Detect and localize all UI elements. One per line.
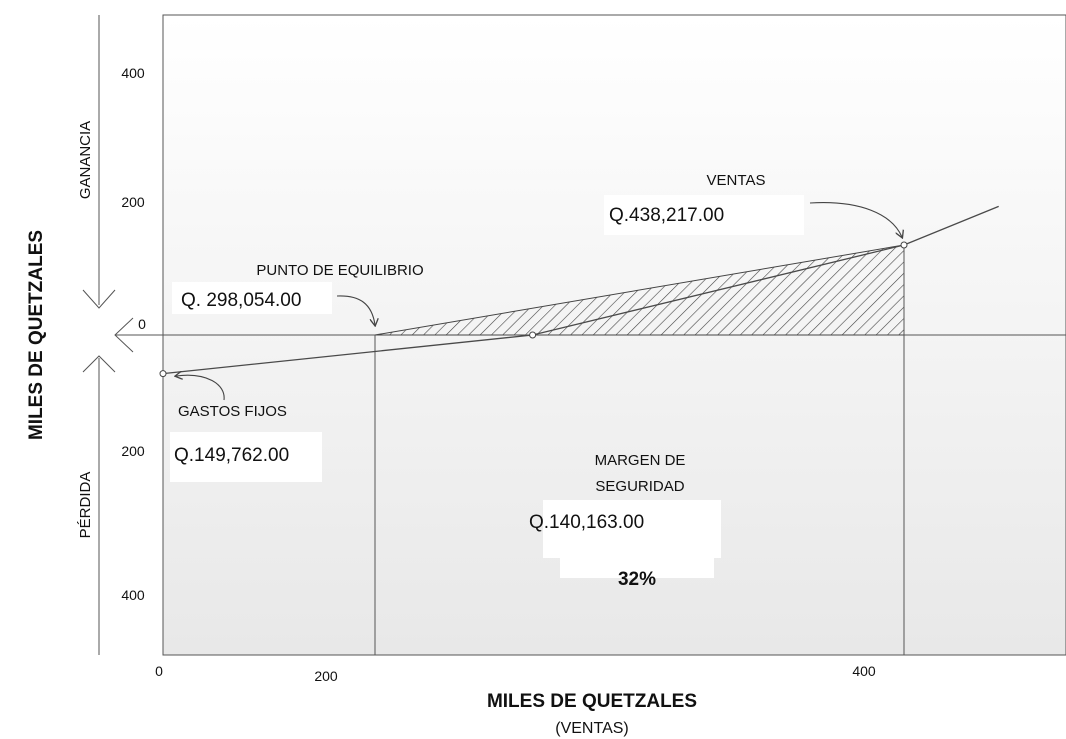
profit-label: GANANCIA bbox=[77, 121, 94, 199]
x-tick-400: 400 bbox=[852, 663, 876, 679]
y-axis-title: MILES DE QUETZALES bbox=[26, 230, 47, 440]
fixed-costs-callout-arrow bbox=[176, 375, 225, 401]
margin-percent: 32% bbox=[618, 569, 656, 590]
sales-value: Q.438,217.00 bbox=[609, 205, 724, 226]
sales-title: VENTAS bbox=[707, 172, 766, 189]
break-even-callout-arrow bbox=[336, 295, 375, 325]
x-axis-title: MILES DE QUETZALES bbox=[487, 691, 697, 712]
fixed-costs-title: GASTOS FIJOS bbox=[178, 403, 287, 420]
margin-value-box bbox=[543, 500, 721, 558]
sales-callout-arrow bbox=[809, 202, 902, 237]
fixed-costs-point bbox=[159, 370, 167, 378]
break-even-value-box bbox=[172, 282, 332, 314]
y-tick-profit-200: 200 bbox=[121, 194, 145, 210]
y-tick-loss-400: 400 bbox=[121, 587, 145, 603]
break-even-value: Q. 298,054.00 bbox=[181, 290, 301, 311]
margin-percent-box bbox=[560, 556, 714, 578]
margin-value: Q.140,163.00 bbox=[529, 512, 644, 533]
fixed-costs-value: Q.149,762.00 bbox=[174, 445, 289, 466]
sales-value-box bbox=[604, 195, 804, 235]
y-tick-zero: 0 bbox=[138, 316, 146, 332]
loss-arrow-head bbox=[82, 355, 116, 373]
break-even-point bbox=[529, 331, 537, 339]
fixed-costs-value-box bbox=[170, 432, 322, 482]
y-tick-profit-400: 400 bbox=[121, 65, 145, 81]
x-tick-0: 0 bbox=[155, 663, 163, 679]
margin-title-line2: SEGURIDAD bbox=[595, 478, 684, 495]
sales-point bbox=[900, 241, 908, 249]
sales-line bbox=[162, 205, 999, 375]
sales-points bbox=[159, 241, 908, 378]
profit-arrow-head bbox=[82, 289, 116, 309]
loss-label: PÉRDIDA bbox=[77, 472, 94, 539]
margin-title-line1: MARGEN DE bbox=[595, 452, 686, 469]
x-tick-200: 200 bbox=[314, 668, 338, 684]
y-tick-loss-200: 200 bbox=[121, 443, 145, 459]
x-axis-subtitle: (VENTAS) bbox=[555, 720, 628, 737]
break-even-title: PUNTO DE EQUILIBRIO bbox=[256, 262, 423, 279]
